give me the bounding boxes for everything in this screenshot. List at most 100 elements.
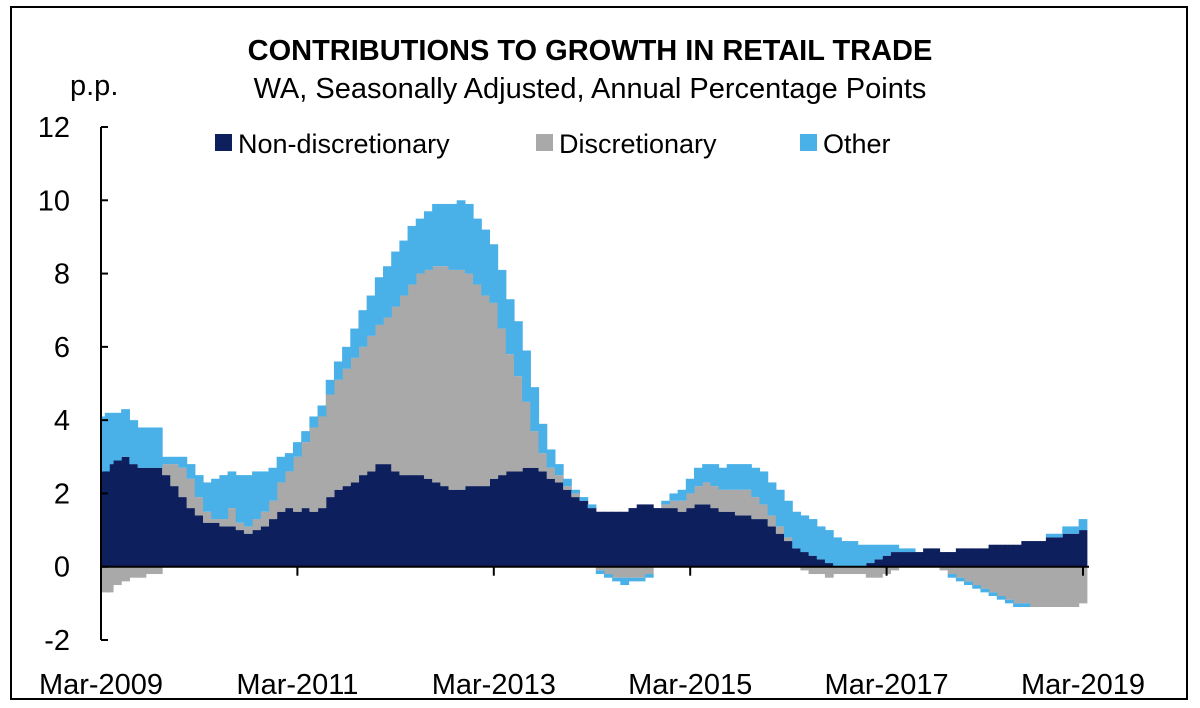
- bar-discretionary: [620, 566, 630, 578]
- bar-discretionary: [145, 566, 155, 575]
- bar-non-discretionary: [235, 530, 245, 567]
- y-tick-label: 0: [54, 552, 70, 584]
- bar-other: [620, 577, 630, 586]
- bar-non-discretionary: [563, 489, 572, 567]
- bar-discretionary: [432, 266, 441, 483]
- bar-non-discretionary: [996, 544, 1006, 567]
- bar-other: [955, 577, 965, 582]
- bar-non-discretionary: [784, 541, 793, 567]
- bar-discretionary: [996, 566, 1006, 597]
- series-non-discretionary: [101, 456, 1088, 567]
- y-tick-label: 10: [38, 185, 70, 217]
- bar-discretionary: [219, 519, 229, 527]
- bar-non-discretionary: [366, 471, 376, 567]
- bar-other: [121, 409, 130, 457]
- bar-non-discretionary: [988, 544, 998, 567]
- bar-other: [211, 478, 220, 520]
- bar-discretionary: [603, 566, 613, 575]
- bar-other: [276, 456, 286, 483]
- bar-other: [448, 203, 458, 270]
- bar-non-discretionary: [554, 482, 564, 567]
- bar-other: [391, 251, 400, 307]
- bar-discretionary: [980, 566, 990, 589]
- bar-non-discretionary: [964, 548, 973, 567]
- bar-non-discretionary: [603, 511, 613, 567]
- bar-other: [260, 471, 270, 512]
- bar-other: [1013, 603, 1022, 608]
- legend: Non-discretionary Discretionary Other: [215, 129, 891, 159]
- bar-non-discretionary: [473, 486, 482, 567]
- bar-other: [235, 475, 245, 523]
- bar-non-discretionary: [112, 460, 122, 567]
- bar-discretionary: [293, 456, 302, 512]
- bar-discretionary: [767, 515, 777, 527]
- bar-discretionary: [170, 464, 180, 487]
- bar-discretionary: [342, 368, 351, 487]
- bar-non-discretionary: [104, 464, 114, 567]
- bar-discretionary: [358, 346, 368, 476]
- bar-non-discretionary: [481, 486, 491, 567]
- bar-non-discretionary: [751, 519, 761, 567]
- bar-other: [964, 581, 973, 586]
- bar-discretionary: [955, 566, 965, 578]
- bar-non-discretionary: [620, 511, 630, 567]
- bar-discretionary: [1045, 566, 1055, 608]
- bar-non-discretionary: [440, 486, 450, 567]
- bar-discretionary: [1062, 566, 1072, 608]
- bar-other: [440, 203, 450, 267]
- bar-discretionary: [710, 486, 720, 509]
- bar-discretionary: [522, 401, 531, 468]
- bar-other: [522, 350, 531, 402]
- bar-discretionary: [301, 442, 310, 509]
- bar-discretionary: [824, 566, 834, 578]
- bar-discretionary: [1021, 566, 1031, 604]
- bar-other: [628, 577, 638, 582]
- bar-discretionary: [284, 471, 294, 509]
- bar-non-discretionary: [194, 515, 204, 567]
- bar-non-discretionary: [448, 489, 458, 567]
- bar-other: [677, 489, 687, 501]
- bar-discretionary: [726, 489, 736, 512]
- bar-other: [464, 203, 474, 274]
- bar-discretionary: [366, 335, 376, 472]
- bar-discretionary: [947, 566, 957, 575]
- bar-discretionary: [415, 273, 425, 476]
- bar-non-discretionary: [931, 548, 941, 567]
- bar-other: [137, 427, 147, 468]
- bar-other: [874, 544, 883, 560]
- bar-other: [374, 277, 384, 325]
- legend-label-non-discretionary: Non-discretionary: [238, 129, 450, 159]
- bar-discretionary: [874, 566, 883, 578]
- bar-other: [685, 478, 695, 494]
- bar-other: [710, 464, 720, 487]
- bar-discretionary: [399, 295, 409, 476]
- bar-other: [505, 299, 515, 355]
- bar-non-discretionary: [489, 478, 499, 567]
- y-tick-label: 2: [54, 478, 70, 510]
- bar-non-discretionary: [571, 497, 581, 567]
- legend-swatch-non-discretionary: [215, 134, 232, 151]
- bar-discretionary: [497, 328, 507, 476]
- bar-discretionary: [775, 526, 785, 534]
- bar-non-discretionary: [350, 482, 360, 567]
- bar-other: [489, 244, 499, 303]
- bar-non-discretionary: [874, 559, 883, 567]
- bar-non-discretionary: [243, 533, 253, 567]
- bar-non-discretionary: [1045, 537, 1055, 567]
- bar-other: [186, 464, 196, 479]
- bar-discretionary: [546, 467, 556, 479]
- bar-non-discretionary: [980, 548, 990, 567]
- bar-non-discretionary: [939, 552, 949, 567]
- bar-discretionary: [252, 519, 261, 531]
- bar-other: [865, 544, 875, 564]
- bar-other: [784, 500, 793, 538]
- bar-other: [824, 530, 834, 564]
- y-tick-label: 6: [54, 332, 70, 364]
- bar-non-discretionary: [636, 504, 646, 567]
- bar-non-discretionary: [407, 475, 417, 567]
- bar-non-discretionary: [972, 548, 982, 567]
- bar-other: [636, 577, 646, 582]
- bar-non-discretionary: [170, 486, 180, 567]
- bar-other: [726, 464, 736, 490]
